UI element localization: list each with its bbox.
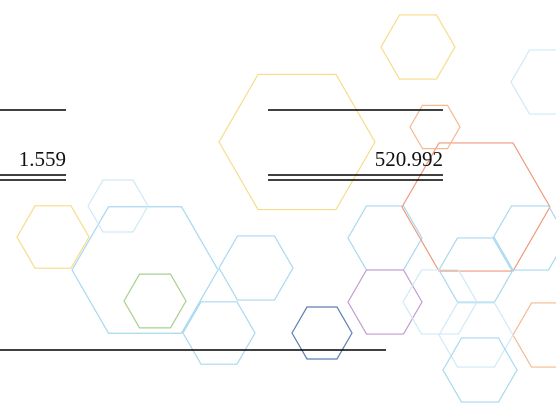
document: 1.559 520.992 — [0, 0, 556, 405]
hexagon — [381, 15, 455, 79]
hexagon — [72, 207, 218, 333]
page: 1.559 520.992 (() => { const data = JSON… — [0, 0, 556, 405]
hexagon — [348, 206, 422, 270]
hexagon — [513, 303, 556, 367]
cell-value: 520.992 — [375, 147, 443, 171]
hexagon — [410, 105, 460, 148]
hexagon — [511, 50, 556, 114]
hexagon — [219, 74, 375, 209]
hexagon — [219, 236, 293, 300]
hexagon — [493, 206, 556, 270]
decoration — [17, 15, 556, 402]
hexagon — [348, 270, 422, 334]
hexagon — [292, 307, 352, 359]
hexagon — [124, 274, 186, 328]
cell-value: 1.559 — [19, 147, 66, 171]
hexagon — [88, 180, 148, 232]
